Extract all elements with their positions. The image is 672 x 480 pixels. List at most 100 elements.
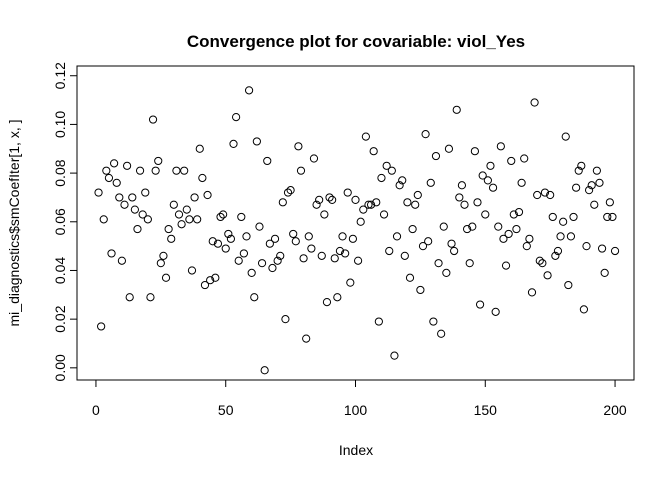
- point: [161, 273, 171, 282]
- point: [361, 132, 370, 141]
- point: [143, 215, 152, 224]
- point: [182, 205, 191, 214]
- point: [569, 212, 578, 222]
- point: [450, 246, 459, 256]
- point: [229, 139, 238, 148]
- point: [512, 224, 521, 234]
- point: [208, 237, 217, 246]
- point: [553, 246, 563, 256]
- y-tick-label: 0.12: [52, 62, 68, 89]
- point: [338, 232, 347, 241]
- point: [260, 366, 269, 375]
- point: [99, 215, 108, 224]
- point: [382, 161, 391, 170]
- point: [213, 239, 223, 248]
- y-tick-label: 0.02: [52, 305, 68, 332]
- point: [203, 190, 212, 200]
- point: [151, 166, 160, 175]
- point: [278, 198, 287, 207]
- point: [195, 144, 204, 153]
- point: [460, 200, 469, 209]
- point: [501, 261, 511, 270]
- point: [219, 210, 228, 219]
- point: [257, 259, 267, 268]
- point: [148, 115, 158, 124]
- point: [141, 188, 150, 197]
- point: [270, 234, 280, 243]
- point: [520, 154, 529, 163]
- point: [322, 298, 332, 307]
- point: [206, 276, 215, 285]
- point: [138, 210, 147, 219]
- point: [211, 273, 220, 282]
- point: [483, 176, 492, 185]
- point: [164, 224, 173, 234]
- point: [426, 178, 435, 187]
- point: [475, 300, 485, 309]
- point: [437, 329, 446, 338]
- point: [579, 305, 589, 314]
- point: [372, 198, 381, 207]
- point: [527, 288, 537, 297]
- y-tick-label: 0.06: [52, 208, 68, 235]
- point: [281, 315, 290, 324]
- point: [346, 278, 355, 287]
- point: [226, 234, 236, 243]
- point: [603, 212, 612, 222]
- point: [239, 249, 248, 258]
- point: [190, 193, 199, 202]
- point: [390, 351, 399, 360]
- point: [595, 178, 604, 187]
- point: [177, 220, 186, 229]
- point: [369, 147, 378, 156]
- x-tick-label: 50: [218, 402, 234, 418]
- point: [566, 232, 576, 241]
- plot-frame: [76, 65, 635, 381]
- point: [574, 166, 583, 175]
- point: [221, 244, 230, 253]
- point: [411, 200, 420, 209]
- point: [561, 132, 570, 141]
- point: [610, 246, 620, 256]
- point: [146, 293, 155, 302]
- point: [312, 200, 321, 209]
- point: [333, 293, 342, 302]
- point: [159, 251, 168, 260]
- point: [335, 246, 345, 256]
- point: [491, 307, 500, 316]
- point: [325, 193, 334, 202]
- point: [395, 181, 404, 190]
- point: [509, 210, 518, 219]
- point: [200, 280, 210, 290]
- point: [234, 256, 243, 265]
- point: [187, 266, 197, 275]
- point: [154, 156, 163, 166]
- y-axis-label: mi_diagnostics$smCoefIter[1, x, ]: [6, 120, 22, 327]
- point: [307, 244, 316, 253]
- point: [600, 268, 609, 277]
- point: [283, 188, 293, 197]
- point: [444, 144, 454, 153]
- point: [486, 161, 495, 170]
- point: [405, 273, 415, 282]
- point: [128, 193, 137, 202]
- point: [366, 200, 376, 209]
- point: [379, 210, 389, 219]
- point: [289, 229, 298, 239]
- point: [107, 249, 116, 258]
- point: [429, 317, 438, 326]
- point: [463, 224, 472, 234]
- point: [535, 256, 544, 265]
- point: [263, 156, 272, 166]
- point: [353, 256, 363, 265]
- point: [608, 212, 617, 222]
- point: [465, 259, 474, 268]
- point: [548, 212, 557, 222]
- point: [167, 234, 176, 243]
- x-tick-label: 200: [603, 402, 627, 418]
- point: [564, 280, 573, 290]
- point: [328, 195, 337, 204]
- point: [582, 242, 591, 251]
- point: [605, 198, 614, 207]
